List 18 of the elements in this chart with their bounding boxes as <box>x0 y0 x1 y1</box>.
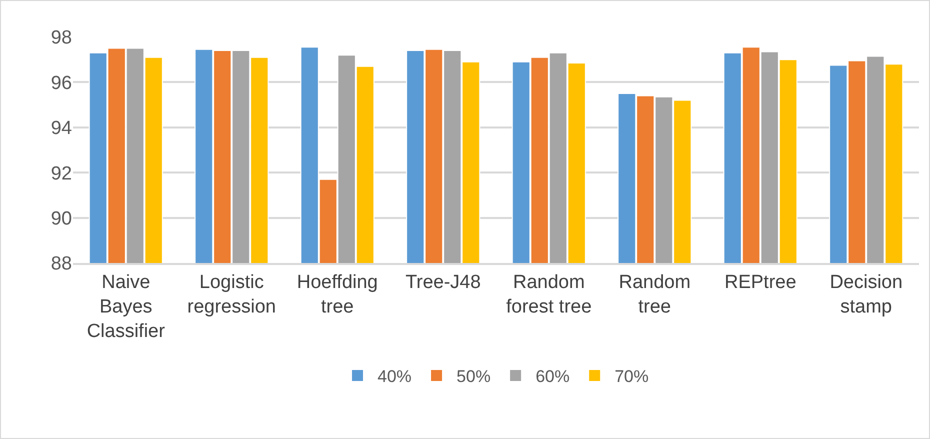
y-tick-label: 96 <box>50 72 72 94</box>
x-tick-label: Decision stamp <box>830 272 903 318</box>
y-tick-label: 88 <box>50 254 72 275</box>
legend-label: 60% <box>536 367 570 386</box>
x-tick-label: Random forest tree <box>506 272 592 318</box>
x-tick-label: Naive Bayes Classifier <box>86 272 166 342</box>
x-tick-label: REPtree <box>724 272 796 293</box>
x-tick-label: Logistic regression <box>187 272 276 318</box>
x-tick-label: Tree-J48 <box>405 272 481 293</box>
legend-label: 50% <box>456 367 491 386</box>
legend-label: 70% <box>614 367 649 386</box>
x-tick-label: Random tree <box>618 272 691 318</box>
y-tick-label: 92 <box>50 163 72 184</box>
y-tick-label: 94 <box>50 118 72 140</box>
y-tick-label: 90 <box>50 208 72 230</box>
x-tick-label: Hoeffding tree <box>296 272 378 318</box>
y-tick-label: 98 <box>50 28 72 49</box>
legend-label: 40% <box>378 367 412 386</box>
